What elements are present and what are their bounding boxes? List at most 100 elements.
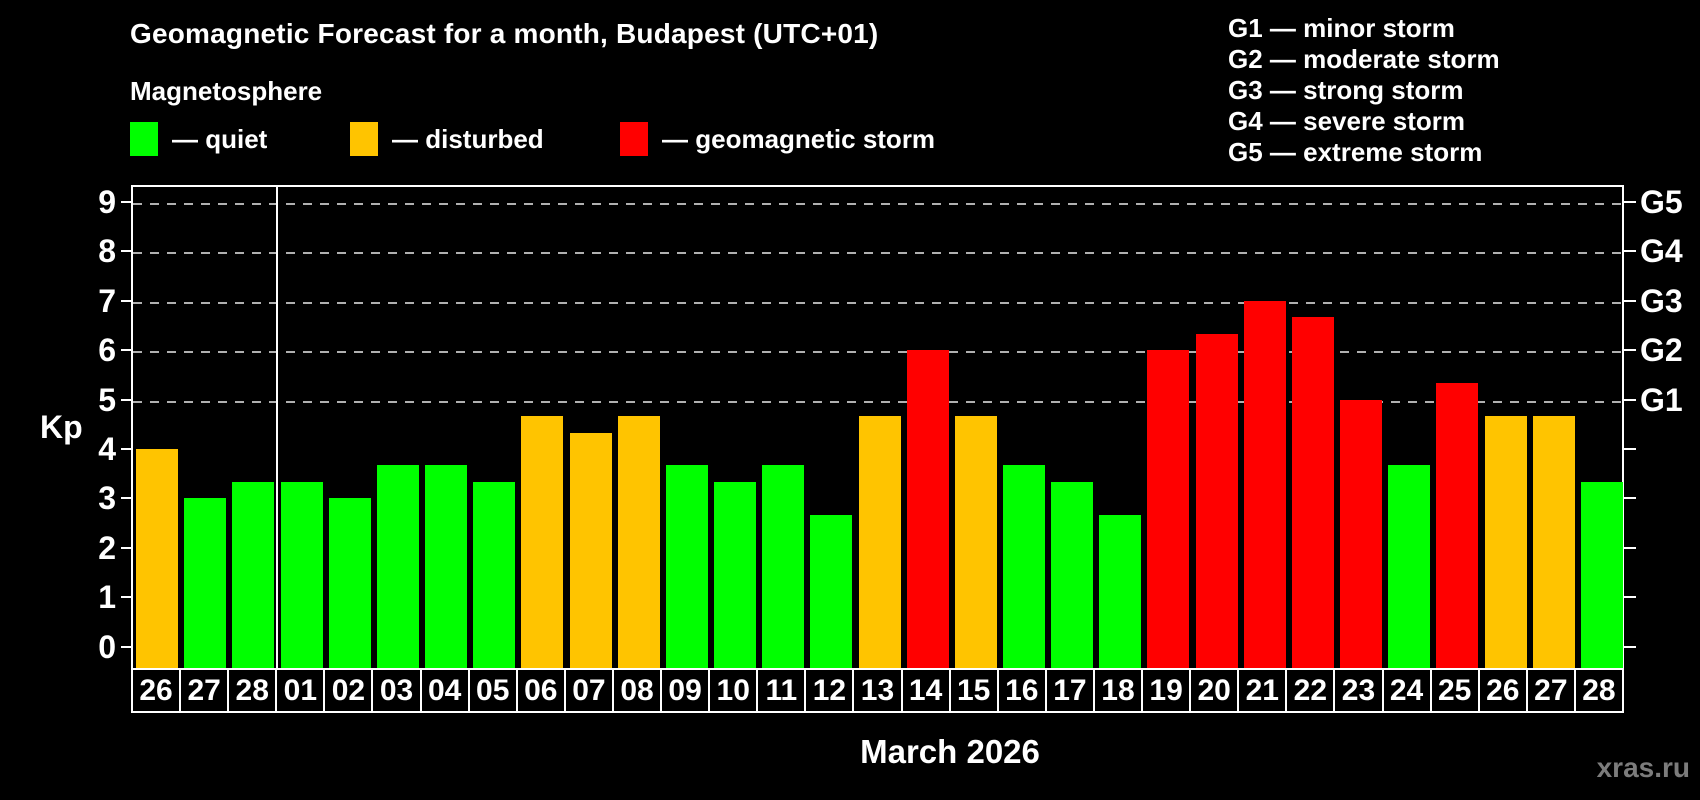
bar-day-07 bbox=[569, 432, 612, 668]
y-axis-tick-label-5: 5 bbox=[98, 381, 116, 418]
g-axis-label-g3: G3 bbox=[1640, 282, 1683, 319]
gridline-kp5 bbox=[133, 400, 1622, 403]
gridline-kp9 bbox=[133, 202, 1622, 205]
y-axis-tick-label-9: 9 bbox=[98, 183, 116, 220]
g-axis-label-g5: G5 bbox=[1640, 183, 1683, 220]
day-label-6: 04 bbox=[421, 670, 468, 711]
g-axis-tick-4 bbox=[1624, 448, 1636, 451]
chart-title: Geomagnetic Forecast for a month, Budape… bbox=[130, 18, 879, 49]
day-label-21: 19 bbox=[1143, 670, 1190, 711]
bar-day-28 bbox=[1580, 482, 1623, 668]
day-label-12: 10 bbox=[710, 670, 757, 711]
y-axis-tick-label-6: 6 bbox=[98, 332, 116, 369]
bar-day-20 bbox=[1195, 333, 1238, 668]
g-axis-label-g4: G4 bbox=[1640, 233, 1683, 270]
y-axis-tick-label-0: 0 bbox=[98, 628, 116, 665]
day-label-8: 06 bbox=[517, 670, 564, 711]
day-label-5: 03 bbox=[373, 670, 420, 711]
legend-label-quiet: — quiet bbox=[172, 123, 268, 154]
day-label-11: 09 bbox=[662, 670, 709, 711]
quiet-color-swatch bbox=[130, 122, 158, 156]
y-axis-tick-label-7: 7 bbox=[98, 282, 116, 319]
y-axis-tick-label-3: 3 bbox=[98, 480, 116, 517]
g-axis-tick-2 bbox=[1624, 546, 1636, 549]
bar-day-12 bbox=[810, 514, 853, 668]
g-axis-tick-1 bbox=[1624, 596, 1636, 599]
gridline-kp8 bbox=[133, 252, 1622, 255]
g-axis-label-g2: G2 bbox=[1640, 332, 1683, 369]
bar-day-01 bbox=[280, 482, 323, 668]
chart-subtitle: Magnetosphere bbox=[130, 76, 323, 106]
day-label-24: 22 bbox=[1287, 670, 1334, 711]
bar-day-09 bbox=[665, 465, 708, 668]
bar-day-08 bbox=[617, 415, 660, 668]
legend-label-disturbed: — disturbed bbox=[392, 123, 544, 154]
bar-day-27 bbox=[184, 498, 227, 668]
day-label-15: 13 bbox=[854, 670, 901, 711]
g-axis-tick-0 bbox=[1624, 645, 1636, 648]
day-label-19: 17 bbox=[1046, 670, 1093, 711]
day-label-22: 20 bbox=[1191, 670, 1238, 711]
g-axis-tick-3 bbox=[1624, 497, 1636, 500]
day-label-23: 21 bbox=[1239, 670, 1286, 711]
y-axis-title: Kp bbox=[40, 409, 83, 445]
bar-day-18 bbox=[1099, 514, 1142, 668]
g-axis-tick-5 bbox=[1624, 398, 1636, 401]
bar-day-15 bbox=[954, 415, 997, 668]
legend-item-quiet: — quiet bbox=[130, 121, 267, 157]
g-scale-legend: G1 — minor storm G2 — moderate storm G3 — … bbox=[1228, 13, 1500, 168]
bar-day-13 bbox=[858, 415, 901, 668]
g-axis-tick-6 bbox=[1624, 349, 1636, 352]
day-label-18: 16 bbox=[998, 670, 1045, 711]
x-axis-title: March 2026 bbox=[860, 733, 1040, 770]
day-label-2: 28 bbox=[229, 670, 276, 711]
bar-day-17 bbox=[1051, 482, 1094, 668]
day-label-26: 24 bbox=[1383, 670, 1430, 711]
day-label-17: 15 bbox=[950, 670, 997, 711]
legend-item-disturbed: — disturbed bbox=[350, 121, 544, 157]
legend-item-storm: — geomagnetic storm bbox=[620, 121, 935, 157]
y-axis-tick-3 bbox=[121, 497, 131, 500]
y-axis-tick-label-2: 2 bbox=[98, 529, 116, 566]
gridline-kp7 bbox=[133, 301, 1622, 304]
day-label-30: 28 bbox=[1575, 670, 1622, 711]
day-label-7: 05 bbox=[469, 670, 516, 711]
g-scale-legend-line-4: G4 — severe storm bbox=[1228, 106, 1466, 136]
bar-day-02 bbox=[328, 498, 371, 668]
day-label-27: 25 bbox=[1431, 670, 1478, 711]
month-separator bbox=[276, 187, 279, 668]
bar-day-16 bbox=[1002, 465, 1045, 668]
g-axis-tick-9 bbox=[1624, 200, 1636, 203]
day-label-4: 02 bbox=[325, 670, 372, 711]
g-scale-legend-line-5: G5 — extreme storm bbox=[1228, 137, 1483, 167]
g-axis-tick-7 bbox=[1624, 299, 1636, 302]
day-label-16: 14 bbox=[902, 670, 949, 711]
g-scale-legend-line-3: G3 — strong storm bbox=[1228, 75, 1464, 105]
bar-day-26 bbox=[136, 449, 179, 668]
bar-day-05 bbox=[473, 482, 516, 668]
y-axis-tick-label-1: 1 bbox=[98, 579, 116, 616]
day-label-row: 26 27 28 01 02 03 04 05 06 07 08 09 10 11 12 13 14 15 16 17… bbox=[131, 668, 1624, 713]
day-label-28: 26 bbox=[1479, 670, 1526, 711]
y-axis-tick-label-4: 4 bbox=[98, 431, 116, 468]
bar-day-25 bbox=[1436, 383, 1479, 668]
y-axis-tick-5 bbox=[121, 398, 131, 401]
bar-day-23 bbox=[1340, 399, 1383, 668]
bar-day-11 bbox=[762, 465, 805, 668]
bar-day-28 bbox=[232, 482, 275, 668]
day-label-13: 11 bbox=[758, 670, 805, 711]
watermark: xras.ru bbox=[1596, 752, 1690, 783]
day-label-0: 26 bbox=[133, 670, 180, 711]
day-label-10: 08 bbox=[613, 670, 661, 711]
bar-day-03 bbox=[376, 465, 419, 668]
bar-day-14 bbox=[906, 350, 949, 668]
legend-label-storm: — geomagnetic storm bbox=[662, 123, 936, 154]
day-label-3: 01 bbox=[277, 670, 324, 711]
day-label-1: 27 bbox=[181, 670, 228, 711]
bar-day-27 bbox=[1532, 415, 1575, 668]
y-axis-tick-9 bbox=[121, 200, 131, 203]
day-label-25: 23 bbox=[1335, 670, 1382, 711]
bar-day-21 bbox=[1243, 300, 1286, 668]
bar-day-04 bbox=[425, 465, 468, 668]
